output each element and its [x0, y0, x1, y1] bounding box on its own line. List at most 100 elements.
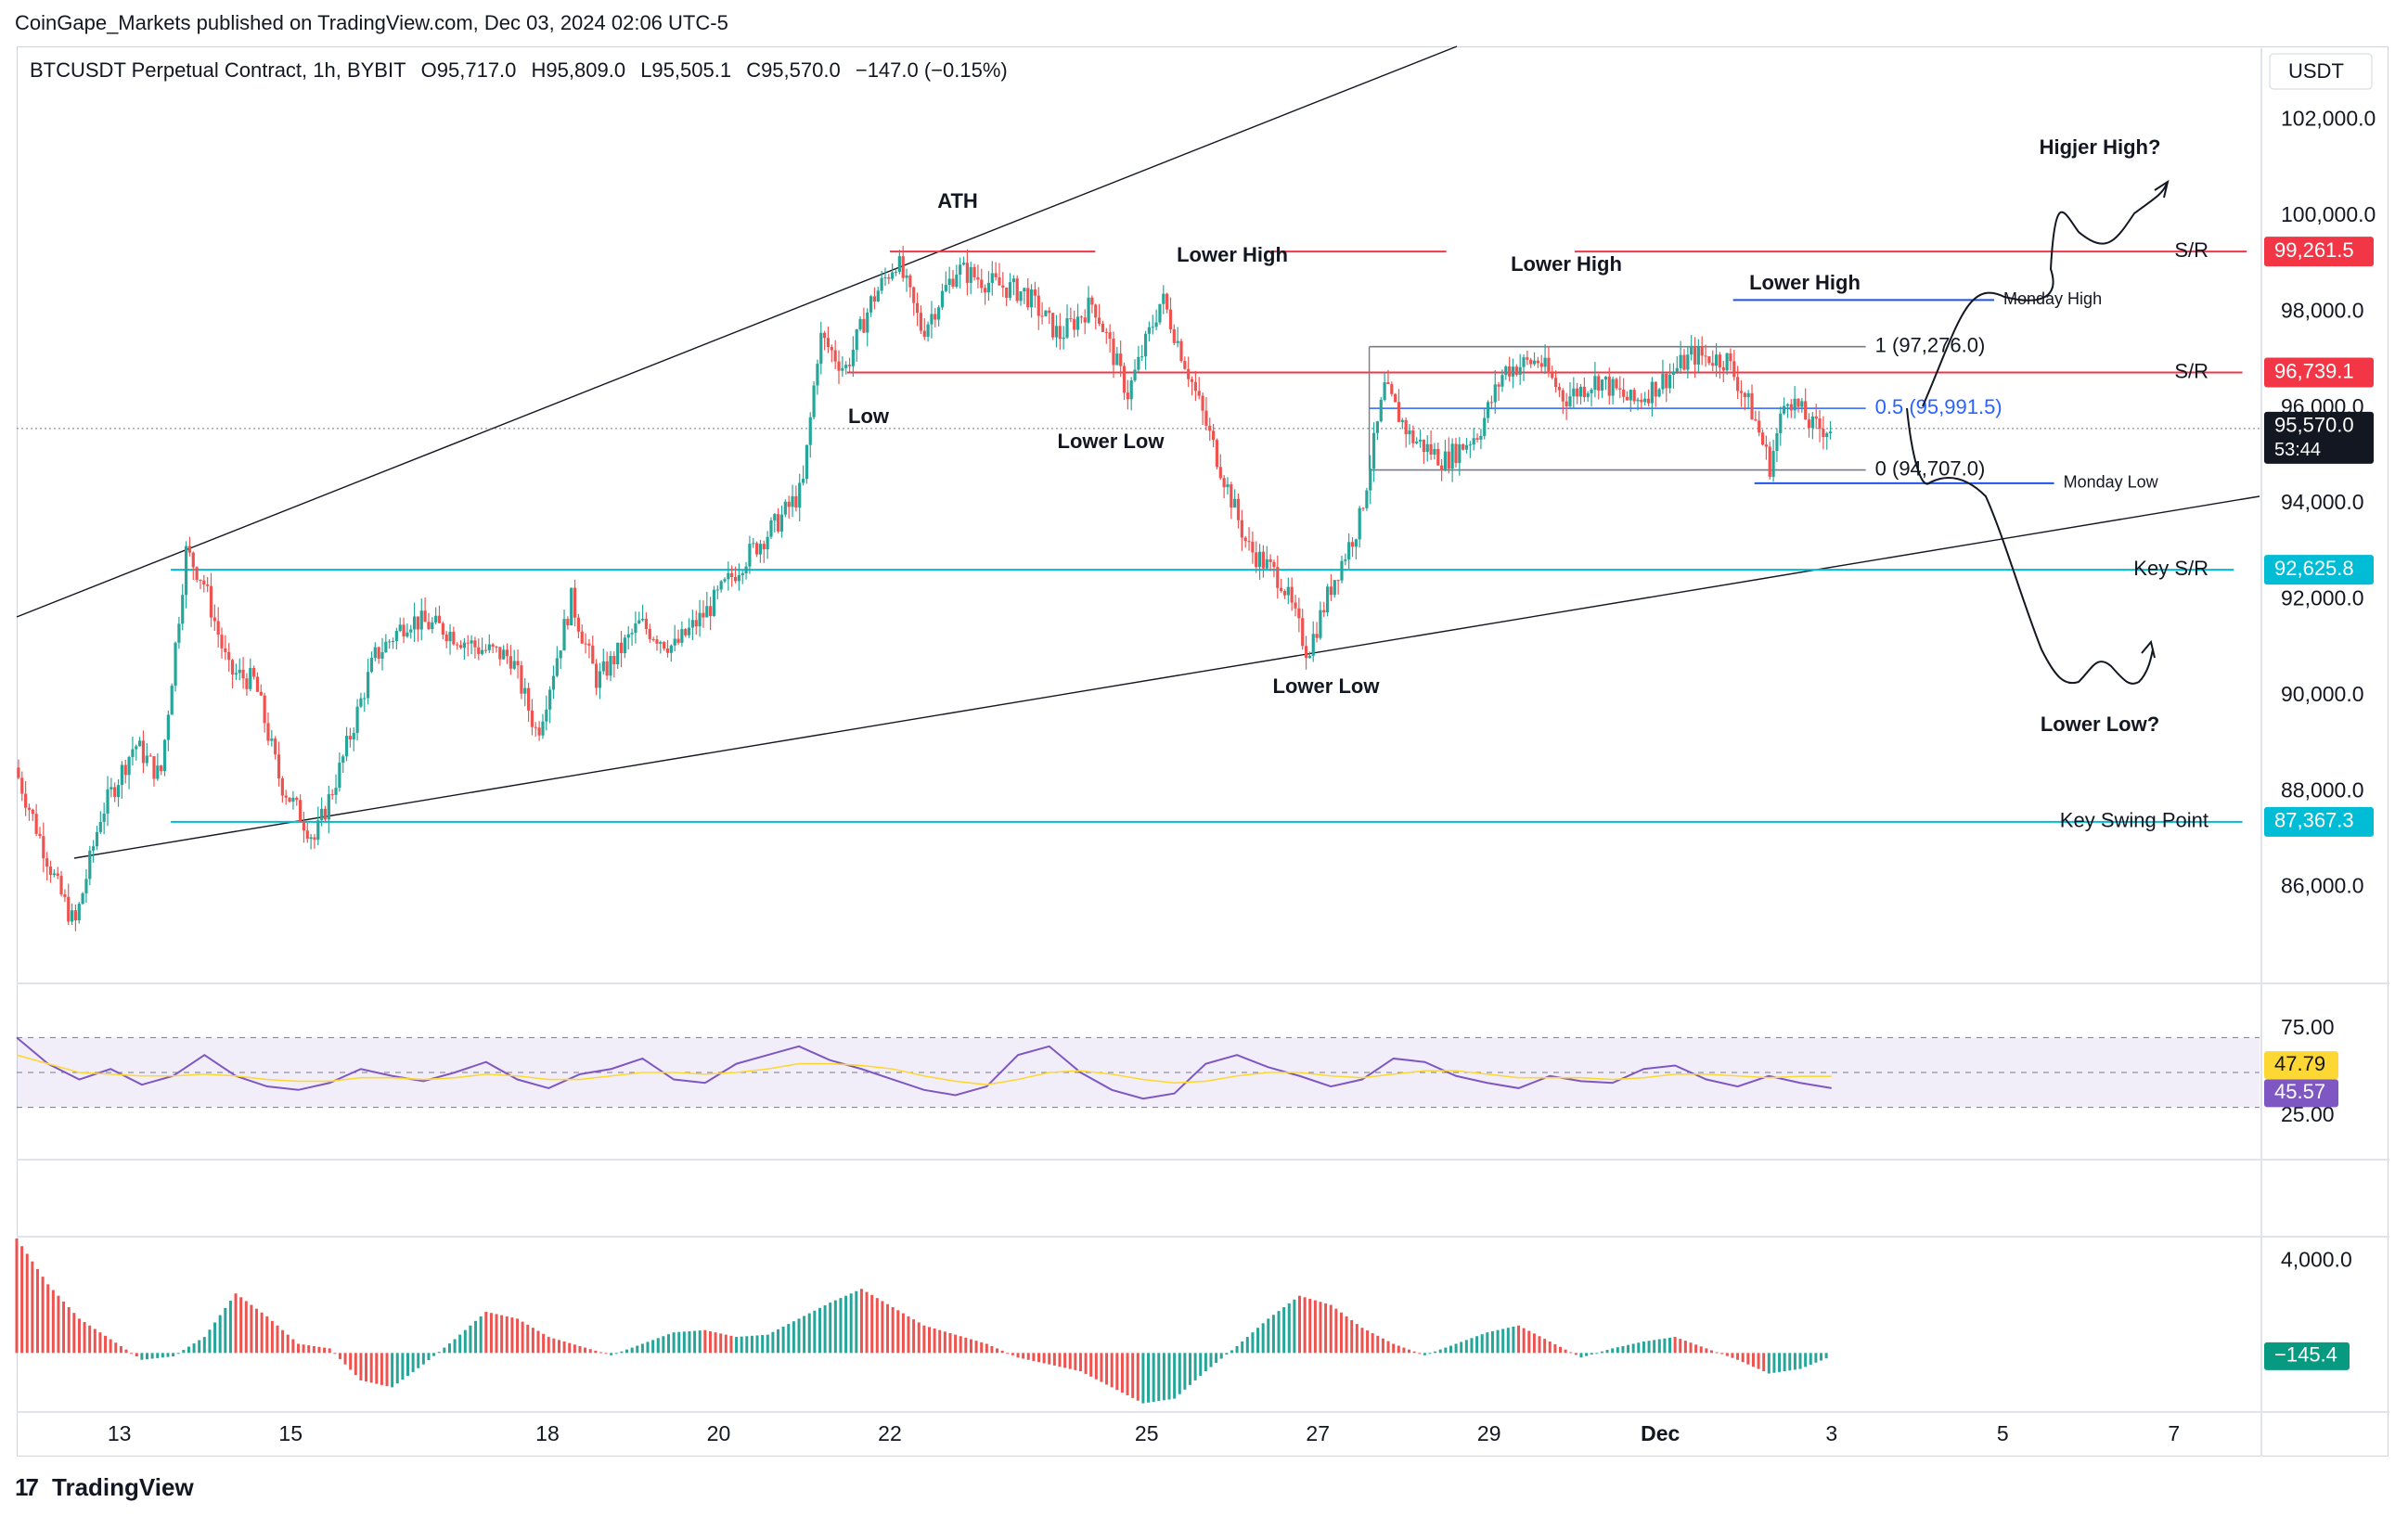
hist-bar	[980, 1342, 984, 1354]
hist-bar	[1271, 1315, 1275, 1354]
hist-bar	[1736, 1353, 1740, 1360]
hist-bar	[531, 1328, 534, 1354]
hist-bar	[1715, 1352, 1719, 1354]
candle-body	[990, 273, 994, 283]
hist-bar	[1084, 1353, 1088, 1374]
hist-bar	[771, 1331, 775, 1354]
hist-bar	[584, 1347, 587, 1354]
hist-bar	[1261, 1323, 1265, 1354]
candle-body	[534, 726, 537, 728]
hist-bar	[1824, 1353, 1828, 1359]
hist-bar	[427, 1353, 431, 1361]
candle-body	[1344, 559, 1347, 561]
hist-bar	[792, 1321, 795, 1354]
candle-body	[458, 645, 463, 648]
candle-body	[819, 332, 823, 365]
tradingview-logo[interactable]: 17 TradingView	[15, 1473, 194, 1502]
candle-body	[940, 290, 945, 308]
hist-bar	[1627, 1344, 1630, 1354]
hist-bar	[662, 1336, 665, 1354]
candle-body	[1707, 356, 1711, 364]
hist-bar	[1548, 1342, 1552, 1354]
hist-bar	[104, 1335, 108, 1354]
candle-body	[1094, 304, 1098, 318]
candle-body	[406, 632, 409, 637]
candle-body	[1464, 444, 1469, 450]
candle-body	[1390, 384, 1394, 394]
bullish-projection	[1922, 183, 2168, 407]
hist-bar	[1245, 1337, 1249, 1354]
hist-bar	[1668, 1337, 1672, 1354]
candle-body	[833, 350, 837, 362]
candle-body	[669, 645, 673, 653]
candle-body	[84, 879, 88, 893]
candle-body	[955, 275, 959, 287]
candle-body	[1714, 354, 1719, 366]
candle-body	[727, 572, 730, 580]
hist-bar	[250, 1304, 253, 1354]
lower-trendline	[73, 495, 2260, 859]
candle-body	[48, 867, 53, 876]
candle-body	[1472, 438, 1475, 445]
candle-body	[1008, 282, 1012, 299]
rsi-band	[17, 1037, 2260, 1108]
hist-bar	[343, 1353, 347, 1365]
candle-body	[288, 797, 291, 802]
hist-bar	[463, 1329, 467, 1354]
candle-body	[1629, 390, 1632, 401]
candle-body	[901, 256, 905, 278]
candle-body	[520, 665, 523, 694]
hist-bar	[234, 1293, 238, 1354]
hist-bar	[1762, 1353, 1766, 1372]
pattern-annotation: Higjer High?	[2040, 135, 2161, 159]
candle-body	[1822, 429, 1825, 438]
candle-body	[1193, 381, 1197, 392]
candle-body	[160, 765, 163, 772]
candle-body	[1340, 560, 1344, 581]
candle-body	[659, 642, 663, 644]
candle-body	[487, 644, 491, 650]
candle-body	[516, 661, 520, 666]
x-tick-label: 13	[108, 1421, 132, 1445]
hist-bar	[1418, 1353, 1422, 1355]
candle-body	[298, 800, 303, 823]
candle-body	[1104, 331, 1108, 333]
hist-bar	[1798, 1353, 1802, 1369]
candle-body	[1504, 366, 1508, 376]
candle-body	[526, 687, 531, 711]
candle-body	[937, 307, 941, 320]
candle-body	[1075, 316, 1080, 330]
hist-bar	[20, 1246, 24, 1354]
candle-body	[1101, 323, 1105, 332]
candle-body	[587, 643, 591, 646]
candle-body	[1493, 384, 1497, 403]
candle-body	[1454, 443, 1458, 464]
y-tick-label: 94,000.0	[2281, 490, 2364, 514]
candle-body	[1771, 451, 1775, 477]
candle-body	[676, 638, 680, 643]
candle-body	[212, 617, 216, 622]
bearish-projection	[1906, 407, 2154, 685]
candle-body	[1632, 390, 1636, 402]
hist-bar	[495, 1314, 498, 1354]
y-tick-label: 102,000.0	[2281, 107, 2376, 131]
hist-bar	[1689, 1342, 1693, 1354]
candle-body	[152, 756, 156, 779]
rsi-ma-line	[16, 1054, 1832, 1085]
hist-bar	[927, 1327, 931, 1354]
currency-label: USDT	[2288, 59, 2344, 83]
candle-body	[483, 649, 488, 651]
candle-body	[1718, 354, 1722, 368]
candle-body	[623, 637, 626, 653]
candle-body	[1532, 360, 1537, 365]
candle-body	[238, 669, 241, 674]
candle-body	[166, 714, 170, 740]
candle-body	[872, 296, 877, 302]
hist-bar	[1496, 1329, 1500, 1354]
hist-bar	[1527, 1330, 1531, 1354]
candle-body	[1508, 366, 1512, 377]
candle-body	[748, 544, 752, 567]
candle-body	[1686, 354, 1690, 370]
candle-body	[77, 904, 81, 921]
